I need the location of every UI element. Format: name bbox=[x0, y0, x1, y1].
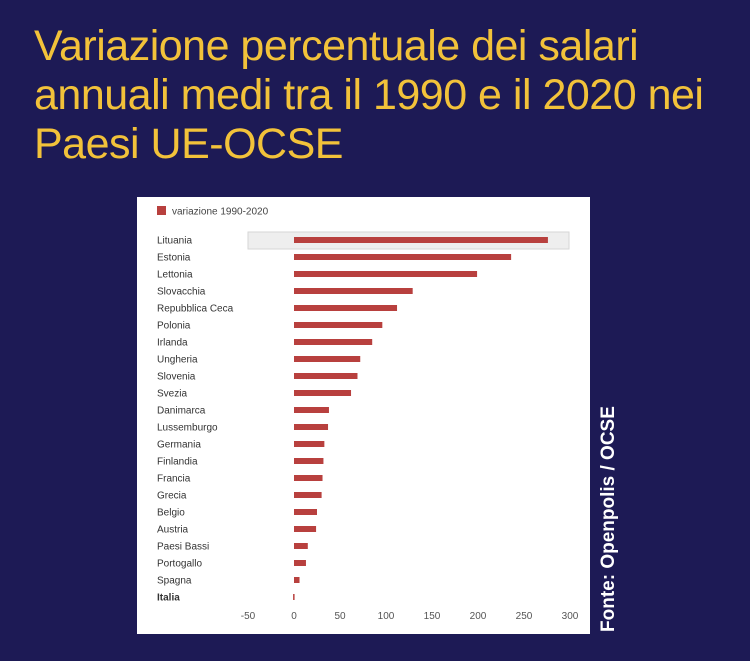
category-label: Francia bbox=[157, 474, 191, 485]
category-label: Estonia bbox=[157, 253, 191, 264]
x-tick-label: 200 bbox=[470, 611, 487, 622]
legend-swatch bbox=[157, 206, 166, 215]
x-tick-label: 0 bbox=[291, 611, 297, 622]
category-label: Finlandia bbox=[157, 457, 198, 468]
bar[interactable] bbox=[294, 271, 478, 277]
bar[interactable] bbox=[294, 560, 306, 566]
bar[interactable] bbox=[294, 322, 383, 328]
bar[interactable] bbox=[294, 543, 308, 549]
category-label: Portogallo bbox=[157, 559, 202, 570]
chart-legend: variazione 1990-2020 bbox=[157, 206, 269, 218]
bar[interactable] bbox=[294, 458, 324, 464]
category-label: Danimarca bbox=[157, 406, 206, 417]
category-label: Lituania bbox=[157, 236, 192, 247]
category-label: Paesi Bassi bbox=[157, 542, 209, 553]
bar[interactable] bbox=[294, 373, 358, 379]
bar[interactable] bbox=[294, 577, 300, 583]
bar[interactable] bbox=[294, 441, 325, 447]
bar[interactable] bbox=[294, 526, 317, 532]
category-label: Germania bbox=[157, 440, 201, 451]
source-note: Fonte: Openpolis / OCSE bbox=[598, 406, 619, 632]
bar[interactable] bbox=[294, 424, 329, 430]
category-label: Austria bbox=[157, 525, 189, 536]
bar[interactable] bbox=[294, 356, 361, 362]
category-label: Repubblica Ceca bbox=[157, 304, 234, 315]
bar-chart: variazione 1990-2020 Lituania Estonia Lett… bbox=[157, 206, 579, 622]
x-tick-label: -50 bbox=[241, 611, 256, 622]
bar[interactable] bbox=[294, 509, 317, 515]
category-label: Slovacchia bbox=[157, 287, 206, 298]
bar[interactable] bbox=[294, 237, 548, 243]
bar[interactable] bbox=[294, 254, 512, 260]
category-label: Grecia bbox=[157, 491, 187, 502]
page-title: Variazione percentuale dei salari annual… bbox=[34, 22, 704, 168]
x-tick-label: 100 bbox=[378, 611, 395, 622]
category-label: Lussemburgo bbox=[157, 423, 218, 434]
chart-card: variazione 1990-2020 Lituania Estonia Lett… bbox=[137, 197, 590, 634]
bar[interactable] bbox=[294, 390, 352, 396]
category-label: Svezia bbox=[157, 389, 187, 400]
category-label: Polonia bbox=[157, 321, 191, 332]
category-label: Spagna bbox=[157, 576, 192, 587]
bar[interactable] bbox=[294, 407, 329, 413]
x-tick-label: 50 bbox=[334, 611, 346, 622]
bar[interactable] bbox=[293, 594, 295, 600]
category-label: Belgio bbox=[157, 508, 185, 519]
bar[interactable] bbox=[294, 305, 398, 311]
bar[interactable] bbox=[294, 492, 322, 498]
x-tick-label: 250 bbox=[516, 611, 533, 622]
legend-label: variazione 1990-2020 bbox=[172, 207, 269, 218]
x-tick-label: 150 bbox=[424, 611, 441, 622]
category-label: Slovenia bbox=[157, 372, 196, 383]
bar[interactable] bbox=[294, 288, 413, 294]
category-label: Ungheria bbox=[157, 355, 198, 366]
x-tick-label: 300 bbox=[562, 611, 579, 622]
category-label: Italia bbox=[157, 593, 180, 604]
category-label: Lettonia bbox=[157, 270, 193, 281]
category-label: Irlanda bbox=[157, 338, 188, 349]
bar[interactable] bbox=[294, 475, 323, 481]
bar[interactable] bbox=[294, 339, 373, 345]
